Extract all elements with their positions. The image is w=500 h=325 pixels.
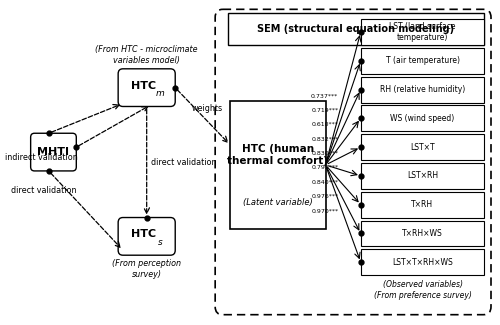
Text: (From preference survey): (From preference survey) xyxy=(374,291,472,300)
Text: WS (wind speed): WS (wind speed) xyxy=(390,114,454,123)
Text: RH (relative humidity): RH (relative humidity) xyxy=(380,85,465,94)
Text: 0.976***: 0.976*** xyxy=(311,194,338,199)
Text: m: m xyxy=(156,89,164,98)
Text: (Latent variable): (Latent variable) xyxy=(243,198,313,207)
Bar xyxy=(360,134,484,160)
Text: 0.830***: 0.830*** xyxy=(312,151,338,156)
Text: indirect validation: indirect validation xyxy=(4,153,78,162)
Text: (From HTC - microclimate
variables model): (From HTC - microclimate variables model… xyxy=(96,46,198,65)
Text: direct validation: direct validation xyxy=(11,186,76,195)
Text: T×RH: T×RH xyxy=(412,200,434,209)
Text: 0.719***: 0.719*** xyxy=(311,108,338,113)
FancyBboxPatch shape xyxy=(118,217,175,255)
Text: 0.610***: 0.610*** xyxy=(312,122,338,127)
Text: 0.970***: 0.970*** xyxy=(311,209,338,214)
Bar xyxy=(360,77,484,102)
Text: T (air temperature): T (air temperature) xyxy=(386,56,460,65)
Text: LST×T: LST×T xyxy=(410,143,435,152)
Text: SEM (structural equation modeling): SEM (structural equation modeling) xyxy=(258,24,454,34)
Bar xyxy=(360,48,484,74)
Bar xyxy=(360,163,484,189)
Bar xyxy=(360,220,484,246)
Text: HTC: HTC xyxy=(132,229,156,240)
Bar xyxy=(230,100,326,229)
Text: 0.737***: 0.737*** xyxy=(311,94,338,98)
Text: HTC (human
thermal comfort): HTC (human thermal comfort) xyxy=(228,144,328,166)
Text: s: s xyxy=(158,238,162,247)
Text: 0.795***: 0.795*** xyxy=(311,165,338,170)
Bar xyxy=(360,192,484,217)
Text: weights: weights xyxy=(192,104,223,113)
Text: LST×RH: LST×RH xyxy=(407,171,438,180)
Text: direct validation: direct validation xyxy=(152,158,217,166)
Text: 0.840***: 0.840*** xyxy=(312,180,338,185)
FancyBboxPatch shape xyxy=(215,9,491,315)
Text: LST (land surface
temperature): LST (land surface temperature) xyxy=(390,22,456,42)
Text: LST×T×RH×WS: LST×T×RH×WS xyxy=(392,258,453,266)
FancyBboxPatch shape xyxy=(118,69,175,107)
Text: T×RH×WS: T×RH×WS xyxy=(402,229,443,238)
Bar xyxy=(360,249,484,275)
Text: MHTI: MHTI xyxy=(38,147,70,157)
Bar xyxy=(228,13,484,45)
Bar xyxy=(360,19,484,45)
Text: (From perception
survey): (From perception survey) xyxy=(112,259,182,279)
Text: (Observed variables): (Observed variables) xyxy=(382,280,462,289)
FancyBboxPatch shape xyxy=(30,133,76,171)
Text: HTC: HTC xyxy=(132,81,156,91)
Text: 0.832***: 0.832*** xyxy=(311,137,338,142)
Bar xyxy=(360,106,484,131)
